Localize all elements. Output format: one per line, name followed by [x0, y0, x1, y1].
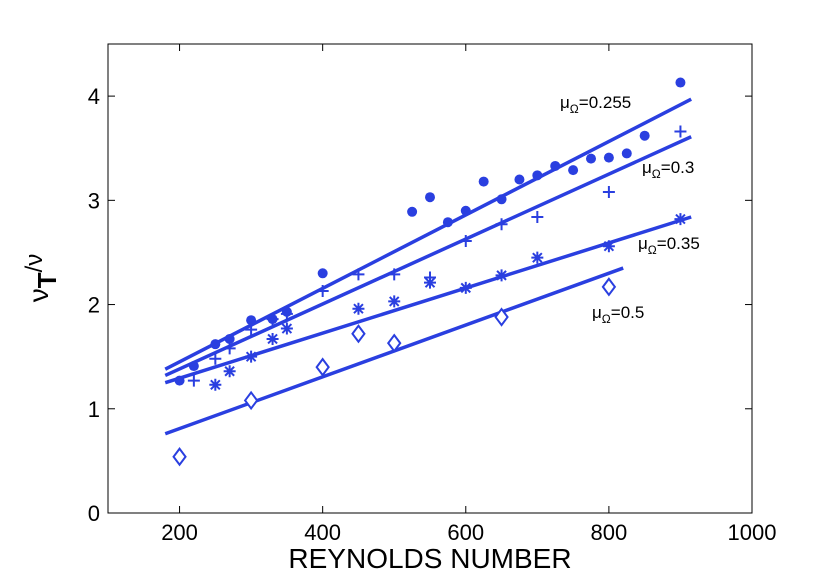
- annotation-prefix: μ: [592, 303, 602, 322]
- y-axis-label-main: ν: [23, 288, 54, 302]
- data-point-diamond: [386, 333, 402, 353]
- data-point-dot: [210, 339, 221, 350]
- data-point-asterisk: [602, 240, 615, 253]
- data-point-plus: [266, 313, 279, 326]
- data-point-plus: [223, 342, 236, 355]
- fit-line: [164, 135, 692, 378]
- data-point-dot: [174, 375, 185, 386]
- data-point-asterisk: [209, 378, 222, 391]
- x-tick-label: 200: [161, 520, 198, 545]
- data-point-dot: [639, 130, 650, 141]
- annotation-subscript: Ω: [602, 312, 611, 326]
- annotation-subscript: Ω: [648, 243, 657, 257]
- data-point-plus: [209, 352, 222, 365]
- annotation-prefix: μ: [638, 234, 648, 253]
- data-point-dot: [246, 315, 257, 326]
- data-point-asterisk: [674, 213, 687, 226]
- data-point-dot: [550, 160, 561, 171]
- data-point-plus: [459, 234, 472, 247]
- data-point-dot: [532, 170, 543, 181]
- y-tick-label: 1: [88, 397, 100, 422]
- data-point-dot: [603, 152, 614, 163]
- series-annotation: μΩ=0.5: [592, 303, 644, 326]
- data-point-dot: [442, 217, 453, 228]
- data-point-dot: [586, 153, 596, 164]
- annotation-subscript: Ω: [570, 102, 579, 116]
- data-point-asterisk: [352, 302, 365, 315]
- y-tick-label: 3: [88, 188, 100, 213]
- plot-frame: [107, 43, 753, 514]
- data-point-dot: [496, 194, 507, 205]
- data-point-dot: [675, 77, 686, 88]
- data-markers: [172, 77, 687, 467]
- data-point-asterisk: [388, 295, 401, 308]
- data-point-asterisk: [280, 322, 293, 335]
- data-point-plus: [602, 185, 615, 198]
- data-point-dot: [188, 361, 199, 372]
- data-point-dot: [317, 268, 328, 279]
- data-point-plus: [245, 323, 258, 336]
- fit-lines: [164, 97, 692, 436]
- data-point-dot: [568, 165, 579, 176]
- y-axis-label-sub: T: [32, 272, 62, 288]
- annotation-prefix: μ: [560, 93, 570, 112]
- data-point-asterisk: [495, 269, 508, 282]
- y-tick-label: 0: [88, 501, 100, 526]
- annotation-subscript: Ω: [652, 167, 661, 181]
- data-point-plus: [187, 374, 200, 387]
- data-point-dot: [407, 206, 418, 217]
- data-point-plus: [352, 268, 365, 281]
- data-point-dot: [425, 192, 435, 203]
- data-point-dot: [621, 148, 632, 159]
- data-point-plus: [388, 268, 401, 281]
- data-point-diamond: [243, 390, 259, 411]
- annotation-prefix: μ: [642, 158, 652, 177]
- data-point-plus: [531, 211, 544, 224]
- annotation-value: =0.255: [579, 93, 631, 112]
- y-axis-label-tail: /ν: [21, 254, 48, 273]
- x-tick-label: 600: [447, 520, 484, 545]
- data-point-asterisk: [245, 350, 258, 363]
- x-tick-label: 400: [304, 520, 341, 545]
- data-point-plus: [280, 307, 293, 320]
- data-point-plus: [316, 285, 329, 298]
- data-point-asterisk: [223, 365, 236, 378]
- data-point-plus: [674, 125, 687, 138]
- data-point-asterisk: [531, 251, 544, 264]
- x-tick-label: 800: [591, 520, 628, 545]
- data-point-asterisk: [424, 276, 436, 289]
- x-tick-label: 1000: [728, 520, 777, 545]
- data-point-plus: [495, 218, 508, 231]
- fit-line: [164, 97, 692, 371]
- data-point-asterisk: [459, 281, 472, 294]
- series-annotation: μΩ=0.35: [638, 234, 700, 257]
- data-point-diamond: [172, 447, 187, 467]
- data-point-diamond: [494, 307, 509, 327]
- data-point-dot: [478, 176, 489, 187]
- data-point-diamond: [601, 277, 617, 297]
- data-point-dot: [514, 174, 525, 185]
- data-point-dot: [460, 205, 471, 216]
- annotation-value: =0.3: [661, 158, 695, 177]
- y-tick-label: 2: [88, 293, 100, 318]
- data-point-diamond: [315, 357, 330, 377]
- data-point-asterisk: [266, 332, 279, 345]
- data-point-diamond: [351, 324, 366, 344]
- annotation-value: =0.5: [611, 303, 645, 322]
- tick-marks: [108, 44, 753, 514]
- series-annotation: μΩ=0.255: [560, 93, 631, 116]
- x-axis-label: REYNOLDS NUMBER: [288, 543, 571, 574]
- y-axis-label: νT/ν: [21, 254, 62, 303]
- y-tick-labels: 0 1 2 3 4: [88, 84, 100, 526]
- y-tick-label: 4: [88, 84, 100, 109]
- data-point-dot: [224, 333, 235, 344]
- series-annotation: μΩ=0.3: [642, 158, 694, 181]
- annotation-value: =0.35: [657, 234, 700, 253]
- x-tick-labels: 200 400 600 800 1000: [161, 520, 776, 545]
